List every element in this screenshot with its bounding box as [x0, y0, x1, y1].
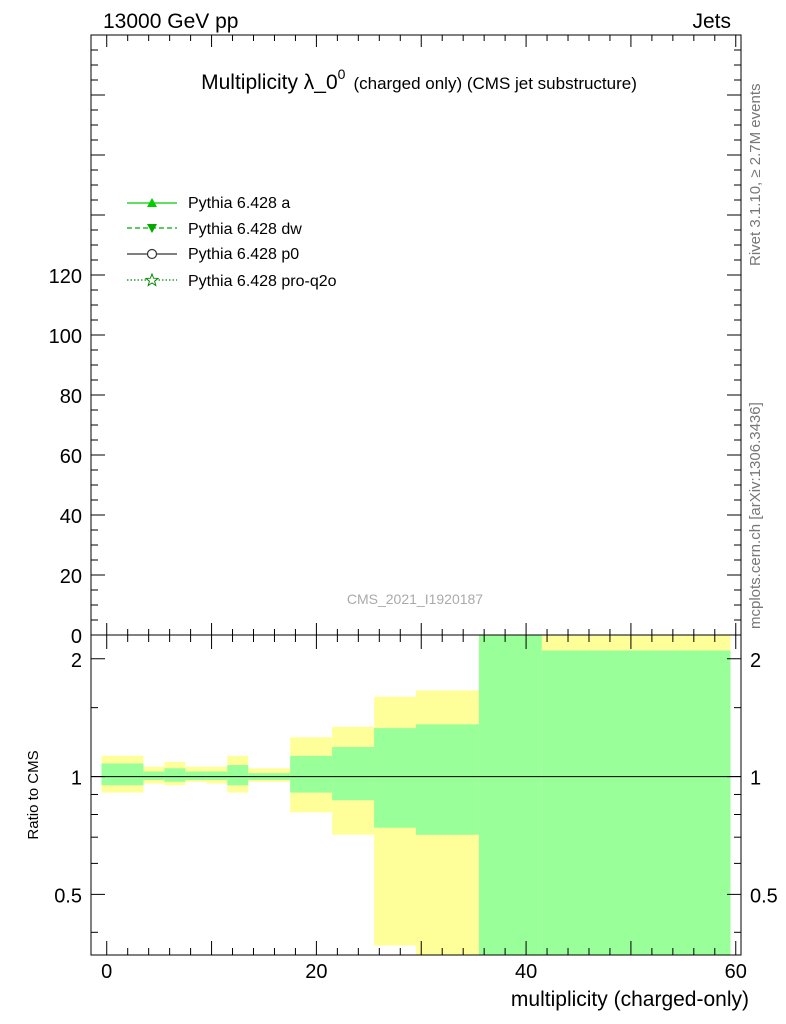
- legend-entry-p0: Pythia 6.428 p0: [127, 246, 299, 263]
- ratio-band-inner: [332, 747, 375, 801]
- energy-label: 13000 GeV pp: [103, 10, 238, 33]
- x-tick-label: 20: [305, 961, 327, 983]
- category-label: Jets: [692, 10, 731, 33]
- legend-label-pro-q2o: Pythia 6.428 pro-q2o: [188, 273, 337, 290]
- legend-entry-pro-q2o: Pythia 6.428 pro-q2o: [127, 272, 337, 290]
- ratio-band-inner: [541, 650, 731, 955]
- main-y-tick-label: 100: [49, 326, 82, 348]
- ratio-band-inner: [374, 728, 416, 828]
- triangle-down-marker-icon: [147, 224, 157, 233]
- ratio-x-axis: 0 20 40 60: [101, 635, 747, 983]
- legend-entry-dw: Pythia 6.428 dw: [127, 221, 302, 238]
- main-minor-ticks: [91, 34, 741, 635]
- ratio-y-tick-label: 1: [71, 768, 82, 790]
- ratio-panel: 0.5 0.5 1 1 2 2 0 20 40 60 Ratio to CMS multipli…: [25, 634, 778, 1011]
- analysis-watermark: CMS_2021_I1920187: [347, 591, 483, 607]
- main-y-tick-label: 0: [71, 626, 82, 648]
- ratio-band-inner: [164, 768, 186, 782]
- triangle-up-marker-icon: [147, 198, 157, 207]
- main-y-tick-label: 60: [60, 446, 82, 468]
- star-marker-icon: [144, 272, 160, 287]
- chart-title-superscript: 0: [338, 66, 346, 82]
- legend-label-a: Pythia 6.428 a: [188, 195, 290, 212]
- x-axis-label: multiplicity (charged-only): [511, 988, 749, 1011]
- ratio-y-axis-label: Ratio to CMS: [25, 750, 42, 839]
- legend-label-dw: Pythia 6.428 dw: [188, 221, 302, 238]
- ratio-bands: [101, 635, 731, 955]
- ratio-y-axis: 0.5 0.5 1 1 2 2: [54, 650, 778, 933]
- chart-title-rest: (charged only) (CMS jet substructure): [353, 74, 636, 93]
- ratio-band-inner: [206, 771, 228, 780]
- ratio-band-inner: [101, 763, 144, 786]
- mcplots-reference-label: mcplots.cern.ch [arXiv:1306.3436]: [747, 402, 764, 629]
- x-tick-label: 0: [101, 961, 112, 983]
- ratio-y-tick-label-right: 0.5: [750, 885, 778, 907]
- ratio-band-inner: [143, 771, 165, 780]
- chart-title-main: Multiplicity λ_0: [201, 71, 338, 94]
- ratio-y-tick-label-right: 2: [750, 650, 761, 672]
- chart-title: Multiplicity λ_00 (charged only) (CMS jet…: [201, 66, 637, 94]
- ratio-band-inner: [227, 765, 249, 786]
- ratio-y-tick-label-right: 1: [750, 768, 761, 790]
- ratio-y-tick-label: 0.5: [54, 885, 82, 907]
- main-y-tick-label: 20: [60, 566, 82, 588]
- ratio-panel-frame: [90, 634, 742, 956]
- circle-marker-icon: [146, 248, 158, 260]
- svg-text:Multiplicity λ_00(charged only: Multiplicity λ_00 (charged only) (CMS jet…: [201, 66, 637, 94]
- ratio-y-tick-label: 2: [71, 650, 82, 672]
- x-tick-label: 40: [515, 961, 537, 983]
- ratio-band-inner: [185, 771, 207, 780]
- main-y-axis: 0 20 40 60 80 100 120: [49, 266, 741, 648]
- main-y-tick-label: 40: [60, 506, 82, 528]
- ratio-band-inner: [478, 635, 542, 955]
- main-panel-frame: [90, 34, 742, 636]
- legend: Pythia 6.428 a Pythia 6.428 dw Pythia 6.…: [127, 195, 337, 290]
- x-tick-label: 60: [725, 961, 747, 983]
- ratio-band-inner: [290, 755, 333, 793]
- legend-entry-a: Pythia 6.428 a: [127, 195, 290, 212]
- rivet-version-label: Rivet 3.1.10, ≥ 2.7M events: [747, 84, 764, 267]
- main-y-tick-label: 120: [49, 266, 82, 288]
- ratio-band-inner: [416, 724, 479, 835]
- legend-label-p0: Pythia 6.428 p0: [188, 246, 299, 263]
- main-y-tick-label: 80: [60, 386, 82, 408]
